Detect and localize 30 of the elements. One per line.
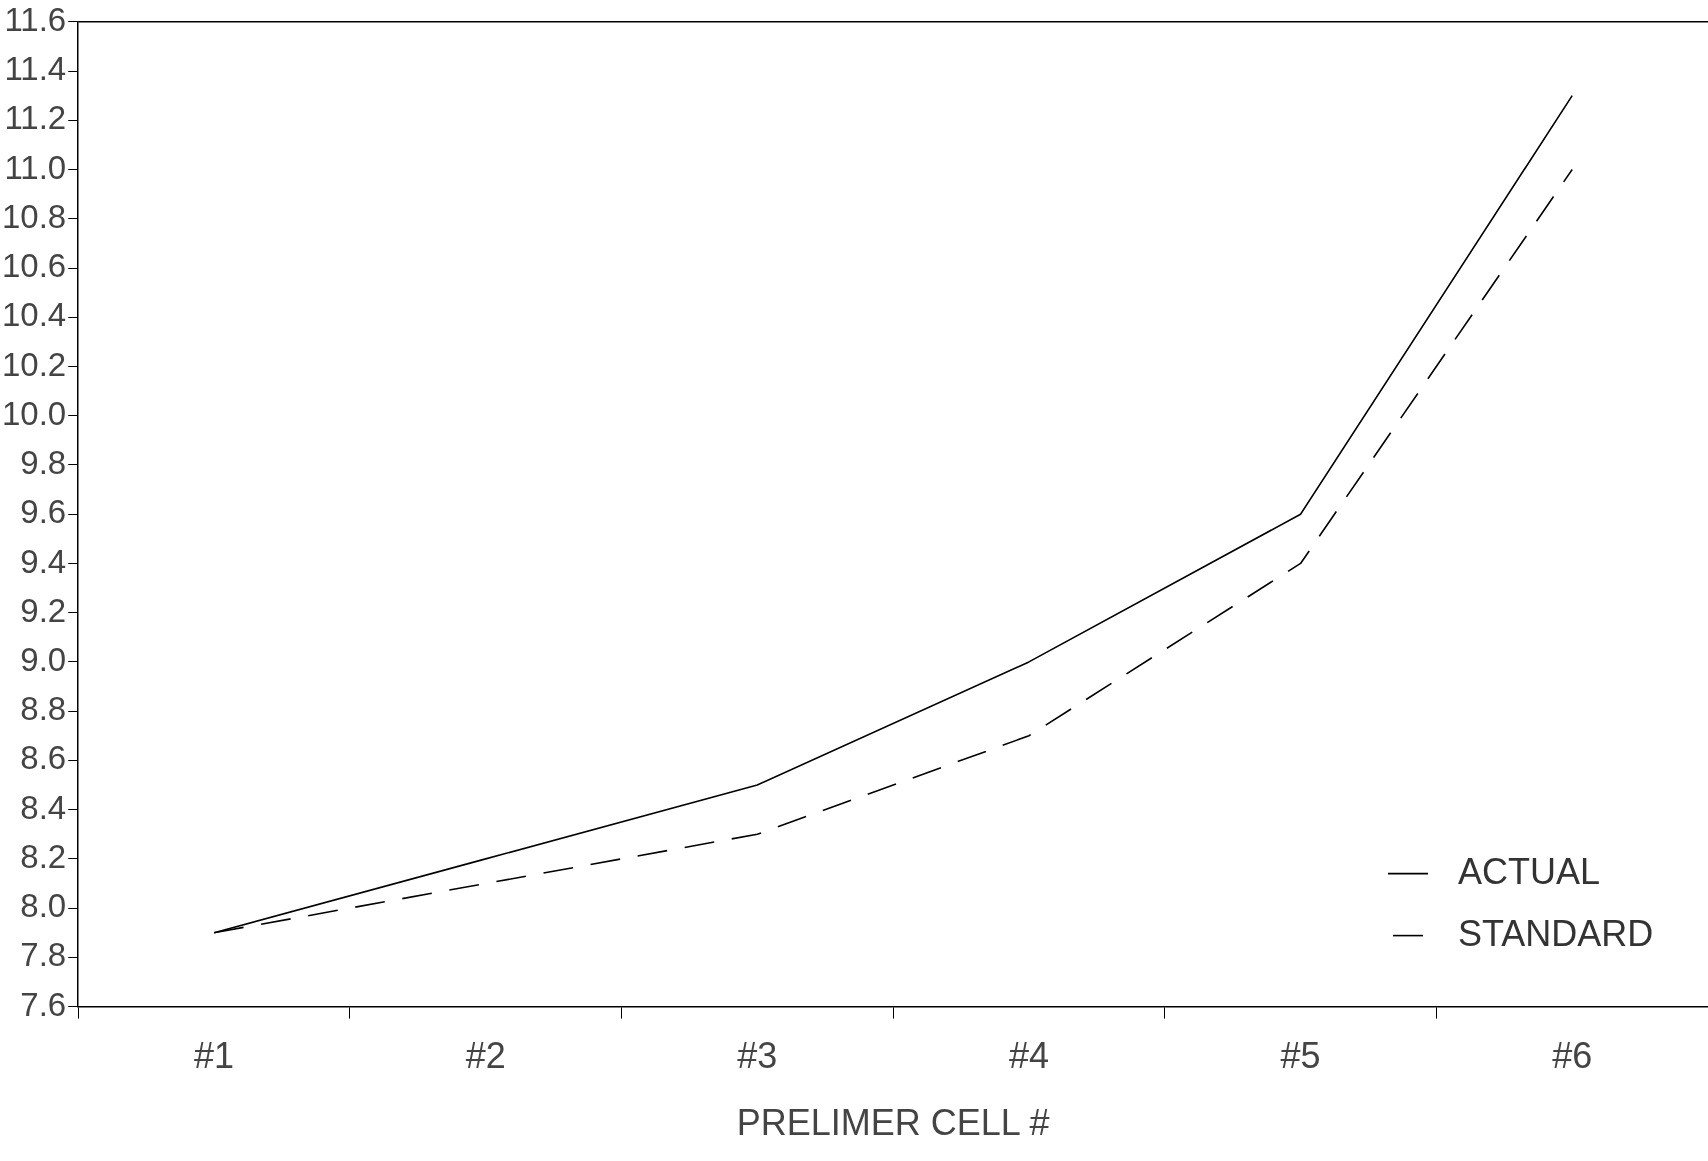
y-tick-label: 7.6 [20,985,67,1023]
y-tick-label: 10.0 [1,394,67,432]
y-tick-label: 10.6 [1,247,67,285]
y-tick-label: 11.0 [4,148,67,186]
y-tick-label: 11.6 [4,0,67,38]
y-tick-label: 8.8 [20,690,67,728]
y-tick-label: 10.4 [1,296,67,334]
x-tick-label: #4 [1008,1035,1049,1077]
x-tick-label: #3 [737,1035,778,1077]
y-tick-label: 8.4 [20,788,67,826]
y-tick-label: 8.6 [20,739,67,777]
y-tick-label: 9.2 [20,591,67,629]
y-tick-label: 10.8 [1,197,67,235]
y-tick-label: 11.2 [4,99,67,137]
x-axis-title: PRELIMER CELL # [736,1102,1050,1144]
y-tick-label: 10.2 [1,345,67,383]
x-tick-label: #6 [1552,1035,1593,1077]
legend-label: STANDARD [1458,912,1654,954]
y-tick-label: 9.4 [20,542,67,580]
y-tick-label: 11.4 [4,50,67,88]
y-tick-label: 9.0 [20,641,67,679]
x-tick-label: #1 [194,1035,235,1077]
y-tick-label: 9.8 [20,444,67,482]
y-tick-label: 8.2 [20,837,67,875]
y-tick-label: 9.6 [20,493,67,531]
x-tick-label: #2 [465,1035,506,1077]
legend-label: ACTUAL [1458,850,1601,892]
y-tick-label: 7.8 [20,936,67,974]
x-tick-label: #5 [1280,1035,1321,1077]
y-tick-label: 8.0 [20,887,67,925]
